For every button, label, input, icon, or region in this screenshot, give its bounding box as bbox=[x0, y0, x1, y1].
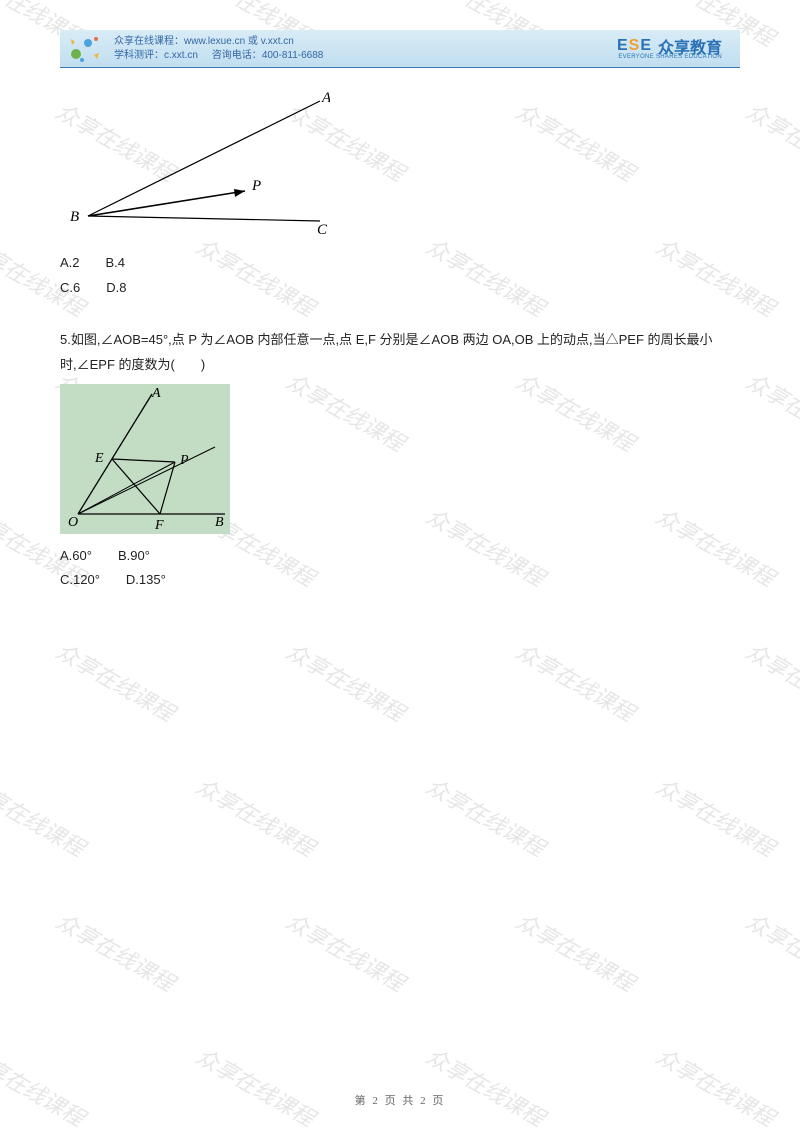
header-text: 众享在线课程：www.lexue.cn 或 v.xxt.cn 学科测评：c.xx… bbox=[114, 35, 323, 63]
logo-e1: E bbox=[617, 37, 629, 54]
header-or: 或 bbox=[245, 36, 261, 47]
label-A2: A bbox=[151, 386, 161, 401]
header-line2-prefix: 学科测评： bbox=[114, 50, 164, 61]
header-line1-prefix: 众享在线课程： bbox=[114, 36, 184, 47]
header-url3[interactable]: c.xxt.cn bbox=[164, 50, 198, 61]
header-url1[interactable]: www.lexue.cn bbox=[184, 36, 245, 47]
logo-s: S bbox=[629, 37, 641, 54]
page-container: 众享在线课程：www.lexue.cn 或 v.xxt.cn 学科测评：c.xx… bbox=[0, 0, 800, 593]
label-P: P bbox=[251, 178, 261, 194]
logo-subtitle: EVERYONE SHARES EDUCATION bbox=[618, 54, 722, 60]
page-footer: 第 2 页 共 2 页 bbox=[0, 1092, 800, 1108]
label-F: F bbox=[154, 518, 164, 533]
q5-options: A.60° B.90° C.120° D.135° bbox=[60, 544, 740, 593]
label-O: O bbox=[68, 515, 78, 530]
question-5: 5.如图,∠AOB=45°,点 P 为∠AOB 内部任意一点,点 E,F 分别是… bbox=[60, 328, 740, 377]
q4-options: A.2 B.4 C.6 D.8 bbox=[60, 251, 740, 300]
label-P2: P bbox=[179, 453, 189, 468]
q5-options-row2: C.120° D.135° bbox=[60, 568, 740, 593]
q4-options-row1: A.2 B.4 bbox=[60, 251, 740, 276]
label-A: A bbox=[321, 90, 330, 106]
figure-angle-abc: A B C P bbox=[70, 86, 740, 241]
q4-options-row2: C.6 D.8 bbox=[60, 276, 740, 301]
content-area: A B C P A.2 B.4 C.6 D.8 5.如图,∠AOB=45°,点 … bbox=[60, 68, 740, 593]
label-E: E bbox=[94, 451, 104, 466]
header-banner: 众享在线课程：www.lexue.cn 或 v.xxt.cn 学科测评：c.xx… bbox=[60, 30, 740, 68]
label-B: B bbox=[70, 209, 79, 225]
logo-mark: ESE bbox=[617, 37, 652, 55]
header-phone-label: 咨询电话： bbox=[212, 50, 262, 61]
q5-options-row1: A.60° B.90° bbox=[60, 544, 740, 569]
header-phone: 400-811-6688 bbox=[262, 50, 324, 61]
header-decoration-icon bbox=[68, 33, 104, 65]
header-url2[interactable]: v.xxt.cn bbox=[261, 36, 294, 47]
figure-angle-aob: A O B E F P bbox=[60, 384, 230, 534]
label-C: C bbox=[317, 222, 328, 236]
logo-e2: E bbox=[640, 37, 652, 54]
q5-text: 5.如图,∠AOB=45°,点 P 为∠AOB 内部任意一点,点 E,F 分别是… bbox=[60, 328, 740, 377]
label-B2: B bbox=[215, 515, 224, 530]
